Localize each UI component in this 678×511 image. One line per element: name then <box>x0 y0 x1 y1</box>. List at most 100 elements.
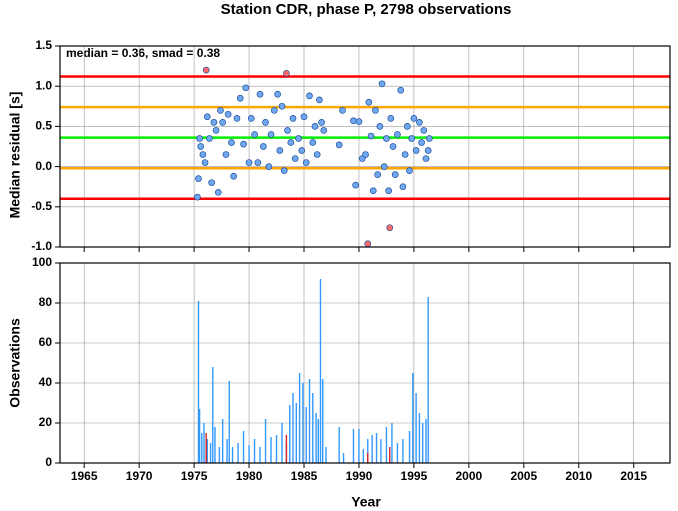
point <box>383 135 390 142</box>
bar <box>389 447 391 463</box>
x-tick-label: 2005 <box>510 469 537 483</box>
point <box>364 240 372 248</box>
point <box>306 92 313 100</box>
point <box>197 143 205 150</box>
bar <box>418 413 421 463</box>
point <box>410 115 418 122</box>
point <box>214 188 222 196</box>
bar <box>212 367 214 463</box>
point <box>199 151 207 158</box>
point <box>240 140 247 148</box>
point <box>228 139 235 146</box>
point <box>399 183 407 191</box>
point <box>217 106 224 114</box>
bar <box>231 447 234 463</box>
y-tick-label: 0.5 <box>35 119 52 133</box>
point <box>262 119 269 126</box>
bar <box>422 423 424 463</box>
bar <box>226 439 228 463</box>
point <box>335 141 343 149</box>
point <box>203 113 211 121</box>
bar <box>209 443 212 463</box>
point <box>391 171 399 178</box>
point <box>201 159 209 166</box>
bar <box>319 279 322 463</box>
bar <box>425 419 427 463</box>
point <box>376 123 384 130</box>
x-tick-label: 1970 <box>126 469 153 483</box>
point <box>311 123 319 130</box>
point <box>254 159 262 166</box>
point <box>284 127 291 134</box>
bar <box>325 447 327 463</box>
point <box>230 172 238 180</box>
point <box>206 135 213 142</box>
point <box>265 163 273 170</box>
point <box>300 113 308 121</box>
x-tick-label: 2000 <box>456 469 483 483</box>
bar <box>228 381 230 463</box>
bar <box>315 413 317 463</box>
bar <box>371 435 373 463</box>
point <box>389 143 397 150</box>
point <box>320 127 328 134</box>
point <box>339 106 346 114</box>
point <box>367 132 375 140</box>
bar <box>312 393 314 463</box>
bar <box>205 433 207 463</box>
bar <box>302 383 304 463</box>
point <box>278 102 286 110</box>
point <box>270 106 278 114</box>
point <box>212 127 220 134</box>
bar <box>317 419 319 463</box>
bar <box>352 429 355 463</box>
point <box>362 151 369 158</box>
point <box>283 69 290 77</box>
point <box>355 118 363 125</box>
x-tick-label: 1965 <box>71 469 98 483</box>
bar <box>198 409 201 463</box>
point <box>210 119 218 126</box>
bar <box>285 435 288 463</box>
bar <box>289 405 291 463</box>
bar <box>408 431 411 463</box>
bar <box>201 433 203 463</box>
point <box>276 147 284 154</box>
bar <box>367 453 369 463</box>
y-tick-label: 60 <box>39 335 53 349</box>
point <box>416 119 423 126</box>
point <box>309 139 317 146</box>
point <box>313 151 321 158</box>
plot-frame <box>59 262 671 464</box>
bar <box>402 439 404 463</box>
x-tick-label: 1980 <box>236 469 263 483</box>
point <box>385 187 392 195</box>
y-tick-label: 80 <box>39 295 53 309</box>
bar <box>415 393 417 463</box>
x-tick-label: 1990 <box>346 469 373 483</box>
bar <box>367 439 369 463</box>
bar <box>412 373 414 463</box>
point <box>202 66 210 74</box>
point <box>289 115 297 122</box>
bar <box>375 433 378 463</box>
point <box>195 175 202 183</box>
point <box>374 171 381 178</box>
bar <box>298 373 301 463</box>
point <box>408 135 416 142</box>
x-tick-label: 1985 <box>291 469 318 483</box>
point <box>247 115 255 122</box>
bar <box>292 393 294 463</box>
point <box>397 86 405 94</box>
x-axis-label: Year <box>351 494 381 510</box>
bar <box>342 453 345 463</box>
point <box>194 193 201 201</box>
y-axis-label: Observations <box>7 318 23 408</box>
point <box>274 90 281 98</box>
point <box>256 90 264 98</box>
point <box>242 84 250 92</box>
y-tick-label: 0 <box>45 455 52 469</box>
point <box>298 147 306 154</box>
point <box>295 135 302 142</box>
point <box>236 94 244 102</box>
